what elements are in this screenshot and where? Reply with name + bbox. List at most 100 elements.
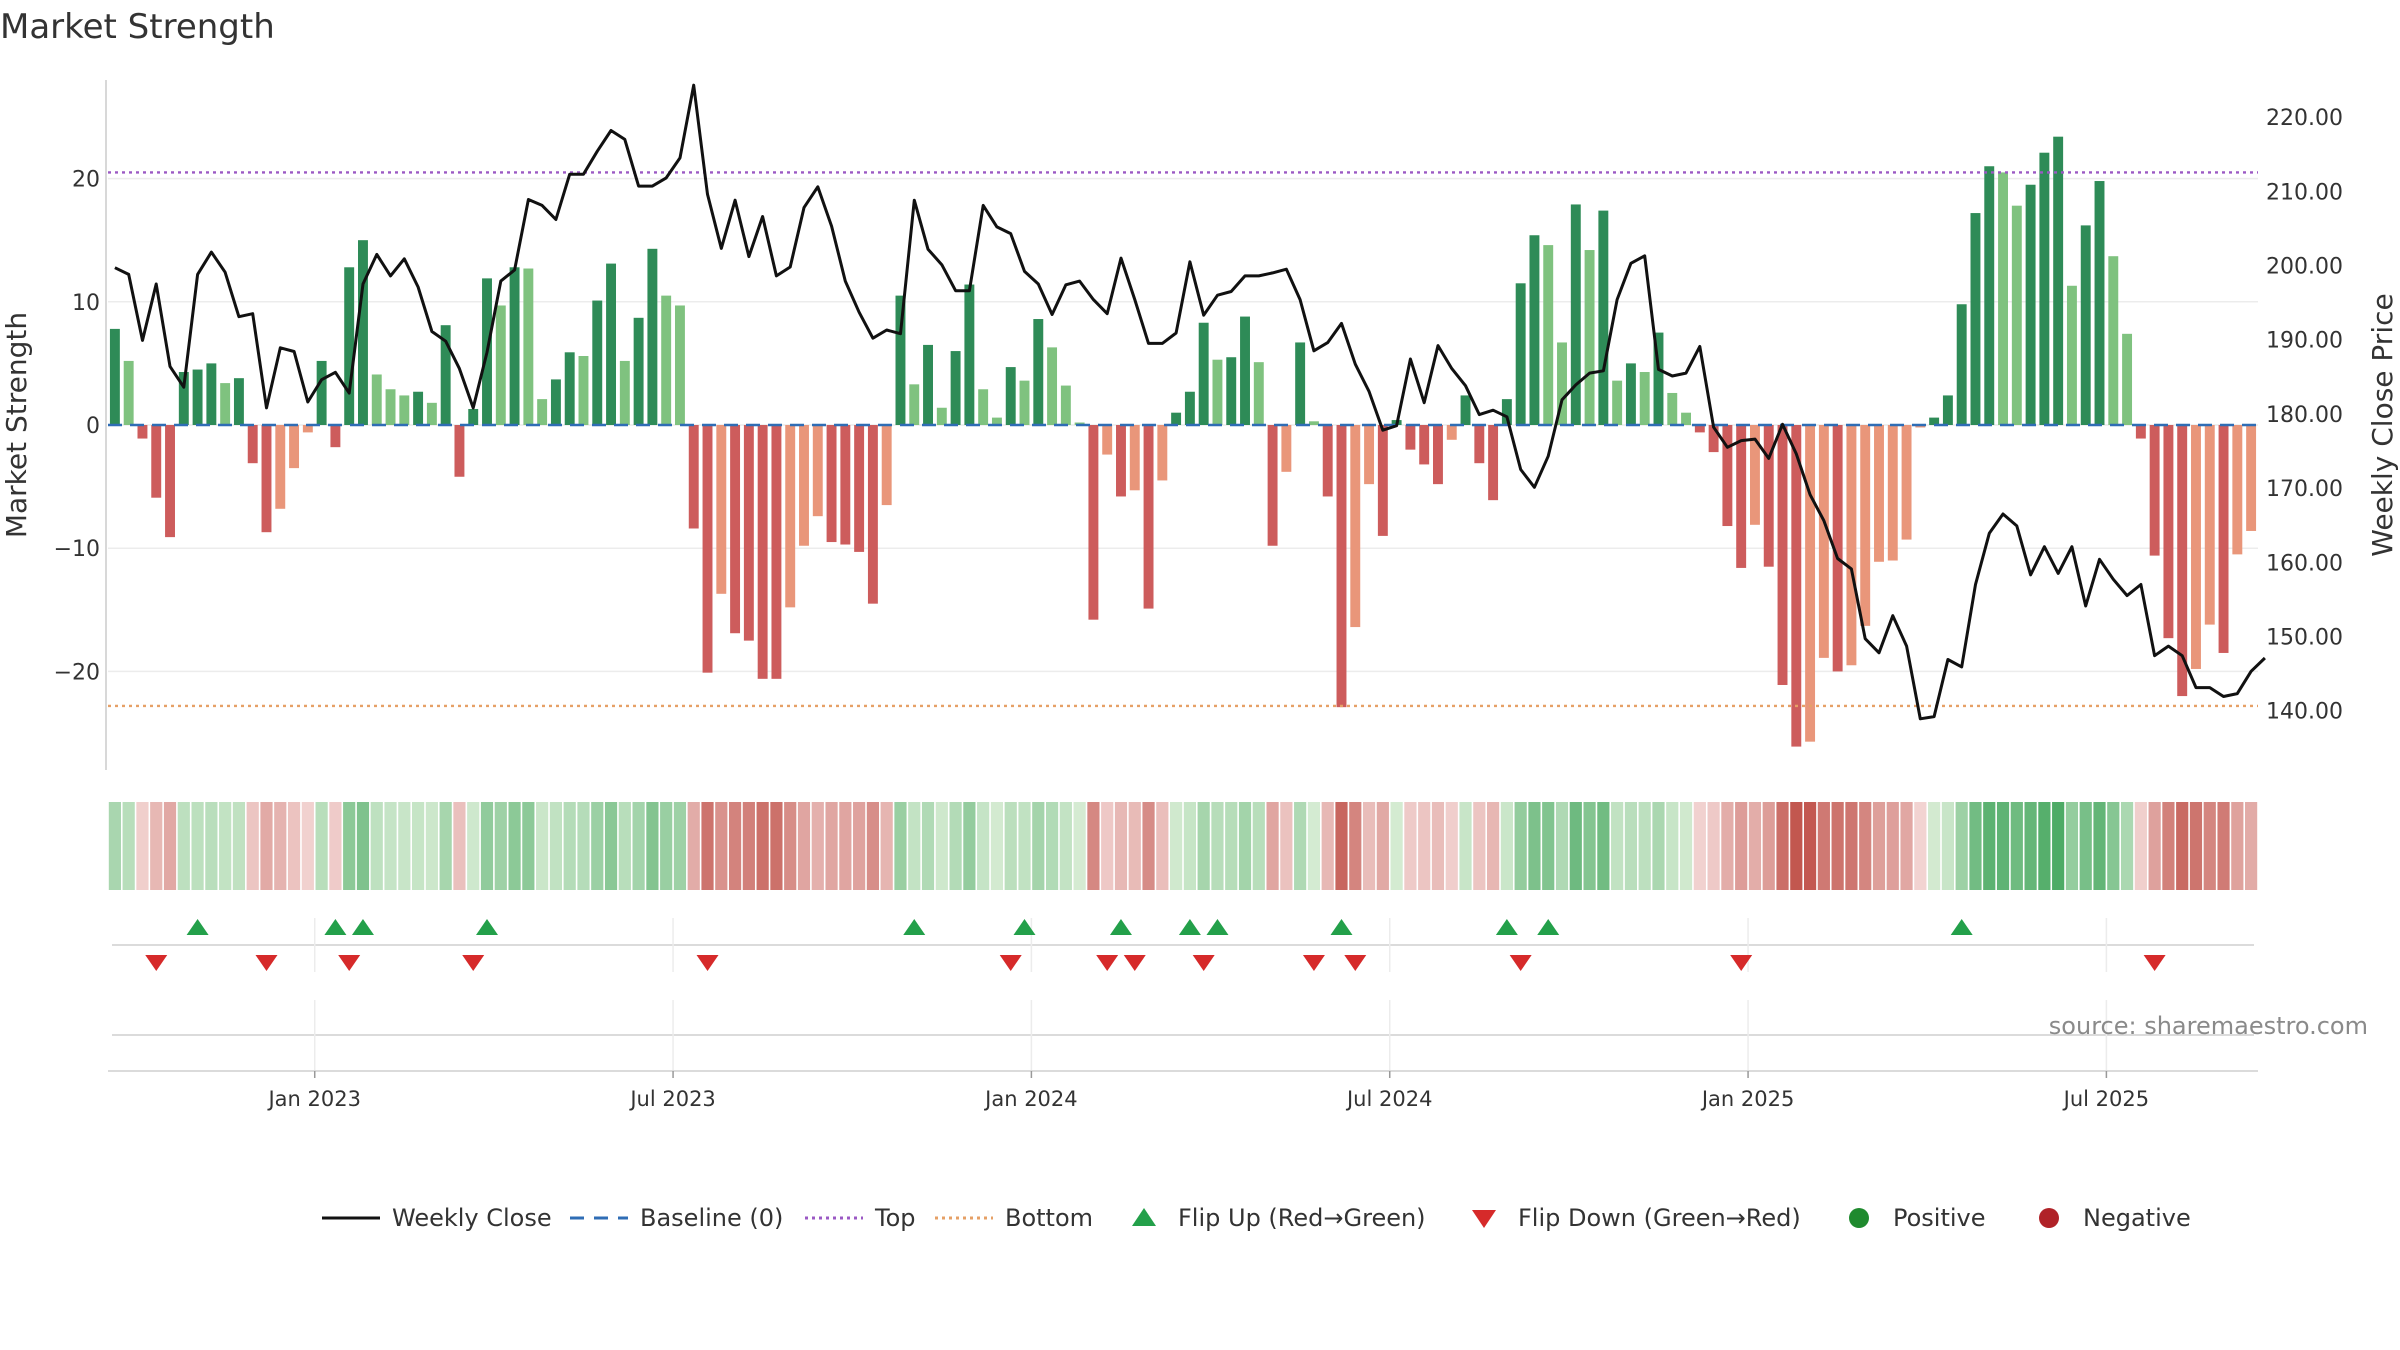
- flip-up-marker: [1206, 919, 1229, 935]
- strength-bar: [881, 425, 892, 506]
- strength-strip-cell: [1431, 802, 1445, 890]
- strength-bar: [840, 425, 851, 545]
- strength-bar: [523, 268, 534, 425]
- flip-down-marker: [1344, 955, 1367, 971]
- strength-strip-cell: [687, 802, 700, 890]
- strength-bar: [426, 402, 437, 425]
- strength-bar: [509, 267, 520, 425]
- strength-bar: [1308, 421, 1319, 425]
- legend-item: Weekly Close: [322, 1204, 552, 1232]
- strength-strip-cell: [1721, 802, 1734, 890]
- strength-strip-cell: [1638, 802, 1651, 890]
- strength-strip-cell: [1197, 802, 1210, 890]
- flip-down-marker: [1123, 955, 1146, 971]
- flip-up-marker: [1330, 919, 1353, 935]
- strength-bar: [1350, 425, 1361, 628]
- strength-bar: [468, 408, 479, 425]
- strength-strip-cell: [1087, 802, 1100, 890]
- flip-up-marker: [1178, 919, 1201, 935]
- left-tick-label: −20: [54, 660, 100, 685]
- flip-up-marker: [186, 919, 209, 935]
- strength-bar: [923, 344, 933, 425]
- strength-strip-cell: [977, 802, 990, 890]
- strength-bar: [330, 425, 341, 448]
- legend-swatch: [1849, 1208, 1869, 1228]
- legend-label: Bottom: [1005, 1204, 1093, 1232]
- strength-bar: [1708, 425, 1719, 453]
- flip-up-marker: [351, 919, 374, 935]
- strength-strip-cell: [1859, 802, 1872, 890]
- strength-strip-cell: [1996, 802, 2010, 890]
- strength-bar: [1446, 425, 1457, 440]
- strength-strip-cell: [1872, 802, 1886, 890]
- right-tick-label: 170.00: [2266, 477, 2343, 502]
- strength-strip-cell: [990, 802, 1004, 890]
- strength-strip-cell: [467, 802, 480, 890]
- strength-bar: [1419, 425, 1430, 465]
- strength-bar: [371, 374, 382, 425]
- strength-bar: [2177, 425, 2188, 697]
- strength-bar: [151, 425, 162, 498]
- strength-strip-cell: [1238, 802, 1252, 890]
- strength-strip-cell: [1032, 802, 1045, 890]
- flip-down-marker: [1302, 955, 1325, 971]
- strength-bar: [936, 407, 947, 425]
- strength-strip-cell: [1762, 802, 1775, 890]
- strength-strip-cell: [1445, 802, 1458, 890]
- strength-bar: [2094, 181, 2105, 425]
- strength-strip-cell: [1748, 802, 1762, 890]
- strength-bar: [688, 425, 699, 529]
- strength-strip-cell: [1211, 802, 1224, 890]
- strength-strip-cell: [1831, 802, 1844, 890]
- strength-bar: [1019, 380, 1030, 425]
- strength-bar: [2204, 425, 2215, 625]
- strength-bar: [1653, 332, 1664, 425]
- strength-strip-cell: [343, 802, 356, 890]
- strength-bar: [1405, 425, 1416, 450]
- strength-bar: [220, 383, 231, 425]
- strength-bar: [1942, 395, 1953, 425]
- strength-bar: [674, 305, 685, 425]
- strength-strip-cell: [756, 802, 769, 890]
- strength-strip-cell: [811, 802, 824, 890]
- strength-strip-cell: [1321, 802, 1334, 890]
- strength-bar: [192, 369, 203, 425]
- strength-strip-cell: [522, 802, 535, 890]
- strength-strip-cell: [797, 802, 811, 890]
- strength-strip-cell: [770, 802, 783, 890]
- strength-bar: [2232, 425, 2243, 555]
- strength-strip-cell: [2148, 802, 2161, 890]
- strength-bar: [413, 391, 424, 425]
- strength-bar: [1157, 425, 1168, 481]
- legend-item: Negative: [2039, 1204, 2191, 1232]
- strength-bar: [1901, 425, 1912, 540]
- strength-bar: [440, 325, 451, 425]
- strength-strip-cell: [825, 802, 838, 890]
- flip-down-marker: [338, 955, 361, 971]
- strength-strip-cell: [1611, 802, 1624, 890]
- strength-strip-cell: [549, 802, 563, 890]
- right-tick-label: 150.00: [2266, 625, 2343, 650]
- strength-strip-cell: [1114, 802, 1128, 890]
- flip-up-marker: [1537, 919, 1560, 935]
- strength-strip-cell: [480, 802, 494, 890]
- strength-bar: [2108, 256, 2119, 425]
- strength-strip-cell: [1183, 802, 1196, 890]
- strength-strip-cell: [949, 802, 962, 890]
- strength-strip-cell: [1693, 802, 1706, 890]
- reference-lines: [108, 171, 2258, 708]
- strength-bar: [233, 378, 244, 425]
- strength-strip-cell: [205, 802, 218, 890]
- strength-bar: [1088, 425, 1099, 620]
- strength-bar: [1625, 363, 1636, 425]
- strength-strip-cell: [1652, 802, 1665, 890]
- strength-strip-cell: [853, 802, 866, 890]
- strength-strip-cell: [577, 802, 590, 890]
- strength-bar: [771, 425, 782, 679]
- flip-down-marker: [462, 955, 485, 971]
- strength-strip-cell: [894, 802, 907, 890]
- strength-bar: [1074, 422, 1085, 425]
- strength-bar: [854, 425, 865, 552]
- strength-strip-cell: [1514, 802, 1527, 890]
